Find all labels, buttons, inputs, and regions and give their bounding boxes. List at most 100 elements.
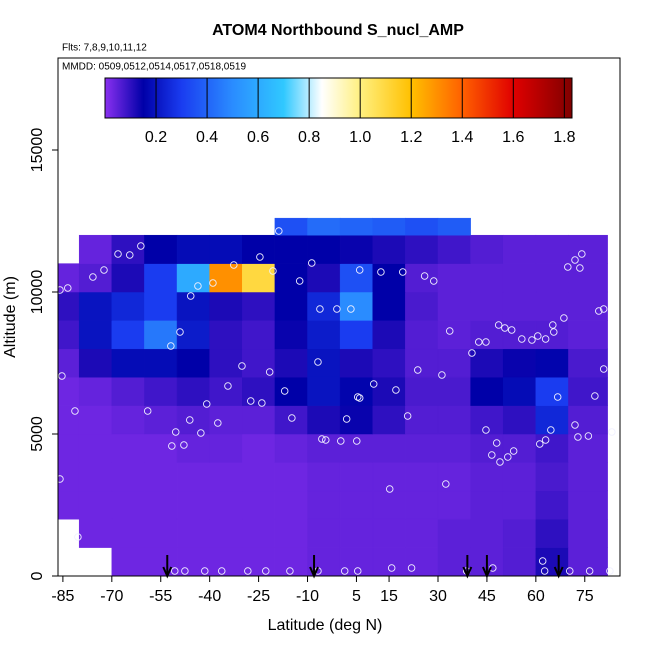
sample-point: [171, 428, 180, 436]
heatmap-cell: [176, 433, 210, 463]
sample-point: [414, 366, 422, 374]
heatmap-cell: [372, 376, 406, 406]
sample-point: [482, 338, 490, 346]
heatmap-cell: [242, 462, 276, 492]
heatmap-cell: [339, 217, 374, 236]
sample-point: [387, 564, 396, 572]
heatmap-cell: [339, 234, 374, 264]
heatmap-cell: [372, 263, 406, 293]
sample-point: [541, 335, 550, 343]
heatmap-cell: [568, 433, 608, 463]
sample-point: [591, 392, 599, 400]
heatmap-cell: [405, 348, 439, 378]
heatmap-cell: [78, 234, 113, 264]
sample-point: [167, 342, 175, 350]
sample-point: [214, 419, 222, 427]
heatmap-cell: [339, 490, 374, 520]
heatmap-cell: [372, 547, 406, 576]
colorbar: [104, 77, 573, 119]
x-tick-label: 5: [352, 588, 361, 605]
x-tick-label: -70: [100, 588, 123, 605]
heatmap-cell: [437, 490, 471, 520]
heatmap-cell: [470, 490, 504, 520]
sample-point: [202, 400, 211, 408]
heatmap-cell: [568, 405, 608, 435]
heatmap-cell: [274, 348, 308, 378]
sample-point: [553, 393, 562, 401]
heatmap-cell: [274, 405, 308, 435]
heatmap-cell: [307, 462, 341, 492]
heatmap-cell: [274, 462, 308, 492]
heatmap-cell: [274, 433, 308, 463]
sample-point: [187, 292, 195, 300]
heatmap-cell: [307, 490, 341, 520]
heatmap-cell: [58, 320, 80, 350]
heatmap-cell: [144, 376, 178, 406]
colorbar-tick-label: 0.4: [196, 129, 218, 146]
sample-point: [353, 437, 361, 445]
heatmap-cell: [339, 263, 374, 293]
sample-point: [492, 439, 501, 447]
heatmap-cell: [535, 547, 569, 576]
heatmap-cell: [58, 405, 80, 435]
sample-point: [584, 432, 593, 440]
sample-point: [247, 397, 255, 405]
sample-point: [288, 414, 296, 422]
sample-point: [385, 485, 394, 493]
sample-point: [564, 263, 572, 271]
heatmap-cell: [274, 376, 308, 406]
sample-point: [126, 251, 134, 259]
annotation: MMDD: 0509,0512,0514,0517,0518,0519: [62, 62, 246, 73]
sample-point: [501, 324, 509, 332]
heatmap-cell: [307, 433, 341, 463]
sample-point: [275, 227, 283, 235]
x-tick-label: 30: [429, 588, 447, 605]
sample-point: [482, 426, 490, 434]
heatmap-cell: [568, 320, 608, 350]
x-tick-label: -55: [149, 588, 172, 605]
heatmap-cell: [372, 320, 406, 350]
heatmap-cell: [176, 376, 210, 406]
heatmap-cell: [209, 320, 243, 350]
x-tick-label: -25: [247, 588, 270, 605]
sample-point: [265, 368, 274, 376]
sample-point: [143, 407, 152, 415]
x-axis-label: Latitude (deg N): [268, 617, 383, 634]
heatmap-cell: [372, 462, 406, 492]
heatmap-cell: [339, 376, 374, 406]
heatmap-cell: [78, 433, 113, 463]
heatmap-cell: [405, 462, 439, 492]
heatmap-cell: [209, 433, 243, 463]
sample-point: [504, 453, 512, 461]
sample-point: [114, 250, 122, 258]
sample-point: [186, 416, 194, 424]
sample-point: [347, 305, 355, 313]
sample-point: [377, 268, 385, 276]
heatmap-cell: [176, 462, 210, 492]
heatmap-cell: [78, 490, 113, 520]
heatmap-cell: [502, 490, 537, 520]
heatmap-cell: [535, 234, 569, 264]
sample-point: [197, 429, 205, 437]
heatmap-cell: [568, 263, 608, 293]
heatmap-cell: [568, 518, 608, 548]
x-tick-label: 15: [380, 588, 398, 605]
colorbar-tick-label: 1.8: [553, 129, 575, 146]
heatmap-cell: [535, 405, 569, 435]
heatmap-cell: [405, 291, 439, 321]
sample-point: [100, 266, 108, 274]
sample-point: [244, 567, 252, 575]
heatmap-cell: [209, 348, 243, 378]
sample-point: [585, 567, 594, 575]
sample-point: [355, 266, 364, 274]
heatmap-cell: [111, 234, 145, 264]
heatmap-cell: [307, 376, 341, 406]
heatmap-cell: [437, 217, 471, 236]
heatmap-cell: [372, 518, 406, 548]
colorbar-tick-label: 1.4: [451, 129, 473, 146]
sample-point: [468, 349, 476, 357]
heatmap-cell: [111, 462, 145, 492]
sample-point: [445, 327, 454, 335]
heatmap-cell: [372, 433, 406, 463]
x-tick-label: -10: [296, 588, 319, 605]
